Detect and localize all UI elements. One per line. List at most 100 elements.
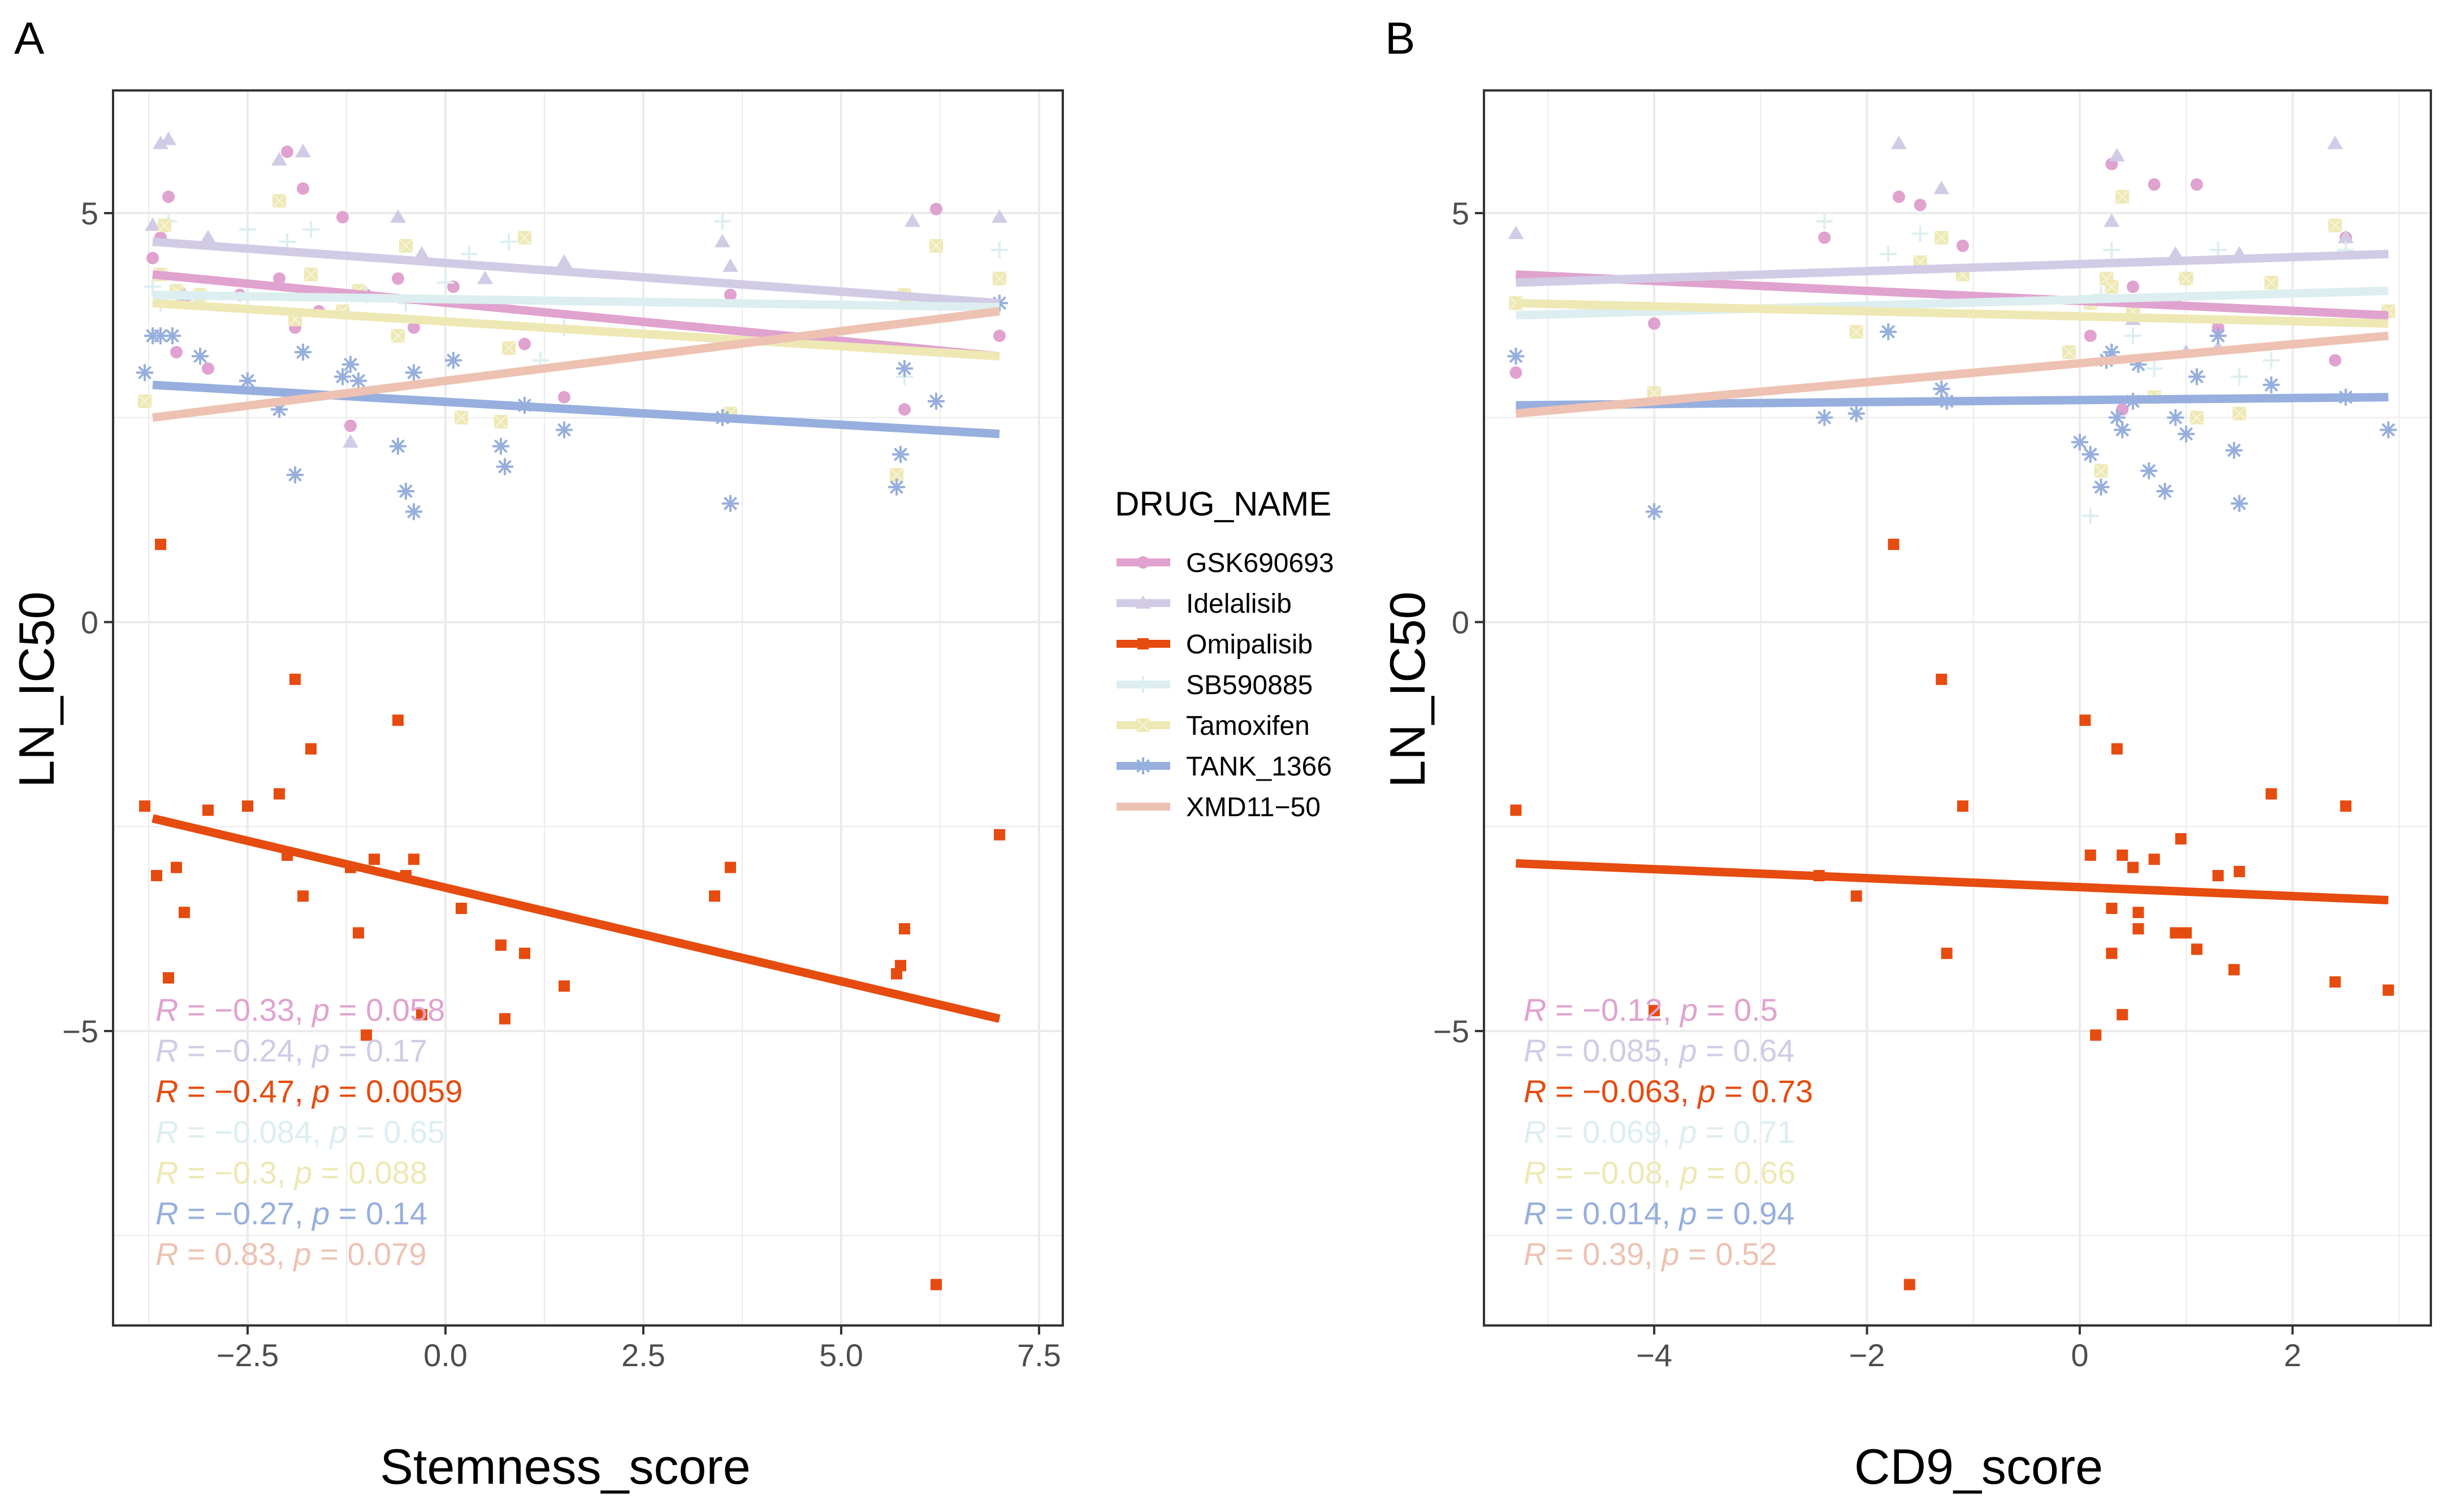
stat-r-symbol: R (155, 1073, 178, 1109)
panel-label-a: A (14, 13, 45, 63)
point-omipalisib (274, 788, 285, 800)
legend-marker-swatch (1135, 595, 1151, 609)
stat-p-value: = 0.65 (347, 1114, 445, 1150)
x-tick-label: 2.5 (621, 1337, 665, 1373)
stat-p-value: = 0.5 (1698, 992, 1778, 1028)
point-gsk690693 (898, 403, 911, 416)
point-omipalisib (297, 890, 309, 902)
point-gsk690693 (408, 321, 420, 334)
point-tank_1366 (2379, 421, 2397, 439)
stat-label-xmd11−50: R = 0.39, p = 0.52 (1524, 1236, 1777, 1272)
stat-p-value: = 0.058 (330, 992, 445, 1028)
stat-p-value: = 0.64 (1697, 1033, 1795, 1068)
stat-p-value: = 0.14 (330, 1195, 427, 1231)
stat-p-value: = 0.94 (1697, 1195, 1795, 1231)
fit-line-omipalisib (152, 814, 1001, 1023)
point-idelalisib (145, 217, 161, 231)
stat-r-value: = −0.08, (1546, 1155, 1680, 1190)
point-idelalisib (556, 254, 572, 268)
stat-p-value: = 0.71 (1697, 1114, 1795, 1150)
stat-r-symbol: R (1524, 1114, 1546, 1150)
point-idelalisib (390, 209, 406, 223)
fit-line-sb590885 (152, 291, 1000, 311)
point-tank_1366 (2178, 425, 2195, 443)
point-tank_1366 (2188, 368, 2205, 385)
stat-label-sb590885: R = −0.084, p = 0.65 (155, 1114, 445, 1150)
stat-p-symbol: p (1697, 1073, 1715, 1109)
stat-label-omipalisib: R = −0.47, p = 0.0059 (155, 1073, 462, 1109)
point-omipalisib (139, 800, 150, 812)
point-idelalisib (200, 229, 216, 244)
legend-label: Idelalisib (1186, 589, 1292, 619)
panel-label-b: B (1385, 13, 1415, 63)
point-tamoxifen (2232, 406, 2247, 421)
point-omipalisib (2084, 849, 2096, 861)
point-tank_1366 (2130, 356, 2147, 373)
x-tick-label: −2.5 (217, 1337, 279, 1373)
point-sb590885 (302, 220, 319, 238)
point-sb590885 (239, 220, 256, 238)
point-omipalisib (289, 673, 301, 685)
point-omipalisib (2212, 870, 2224, 882)
point-gsk690693 (1914, 198, 1927, 211)
point-omipalisib (2180, 927, 2192, 939)
point-omipalisib (931, 1279, 942, 1290)
point-omipalisib (392, 714, 404, 726)
point-tamoxifen (1935, 231, 1949, 245)
point-sb590885 (2124, 327, 2142, 345)
point-tank_1366 (334, 368, 351, 385)
point-omipalisib (994, 829, 1005, 841)
point-gsk690693 (2329, 354, 2342, 367)
point-tank_1366 (722, 495, 739, 512)
x-tick-label: 0.0 (423, 1337, 468, 1373)
point-omipalisib (2265, 788, 2277, 800)
point-tamoxifen (272, 194, 286, 208)
point-omipalisib (519, 947, 530, 959)
stat-label-gsk690693: R = −0.12, p = 0.5 (1524, 992, 1778, 1028)
legend-marker-swatch (1136, 718, 1150, 732)
point-omipalisib (2117, 849, 2128, 861)
stat-label-idelalisib: R = 0.085, p = 0.64 (1524, 1033, 1795, 1068)
stat-p-value: = 0.079 (311, 1236, 427, 1272)
point-tank_1366 (896, 359, 913, 377)
point-gsk690693 (724, 288, 737, 301)
point-gsk690693 (170, 346, 183, 359)
point-tamoxifen (502, 341, 516, 355)
stat-r-value: = 0.83, (178, 1236, 293, 1272)
point-tamoxifen (1849, 324, 1863, 339)
point-idelalisib (477, 270, 493, 284)
point-idelalisib (414, 246, 430, 260)
stat-p-symbol: p (311, 992, 330, 1028)
stat-p-value: = 0.088 (312, 1155, 427, 1190)
point-gsk690693 (336, 211, 349, 224)
legend-title: DRUG_NAME (1115, 485, 1331, 523)
point-idelalisib (2167, 246, 2184, 260)
point-gsk690693 (2127, 280, 2140, 293)
point-sb590885 (500, 233, 517, 250)
point-sb590885 (2082, 507, 2099, 525)
stat-r-symbol: R (155, 992, 178, 1028)
point-omipalisib (1510, 804, 1522, 816)
point-omipalisib (2090, 1029, 2102, 1041)
point-tank_1366 (2103, 344, 2121, 361)
stat-label-tank_1366: R = −0.27, p = 0.14 (155, 1195, 427, 1231)
point-sb590885 (991, 241, 1008, 259)
point-gsk690693 (2084, 330, 2097, 343)
point-tank_1366 (2156, 483, 2174, 500)
point-tank_1366 (556, 421, 573, 439)
y-axis-title-b: LN_IC50 (1379, 591, 1435, 787)
point-gsk690693 (273, 272, 285, 285)
point-tank_1366 (342, 356, 359, 373)
fit-line-sb590885 (1516, 287, 2388, 320)
point-tamoxifen (2105, 280, 2119, 294)
point-omipalisib (1648, 1004, 1660, 1016)
point-tamoxifen (2062, 345, 2076, 359)
point-omipalisib (179, 907, 190, 919)
legend-label: SB590885 (1186, 670, 1313, 700)
stat-label-tamoxifen: R = −0.08, p = 0.66 (1524, 1155, 1795, 1190)
point-omipalisib (361, 1029, 372, 1041)
point-sb590885 (461, 245, 478, 263)
stat-r-value: = 0.069, (1546, 1114, 1679, 1150)
point-omipalisib (1941, 947, 1953, 959)
